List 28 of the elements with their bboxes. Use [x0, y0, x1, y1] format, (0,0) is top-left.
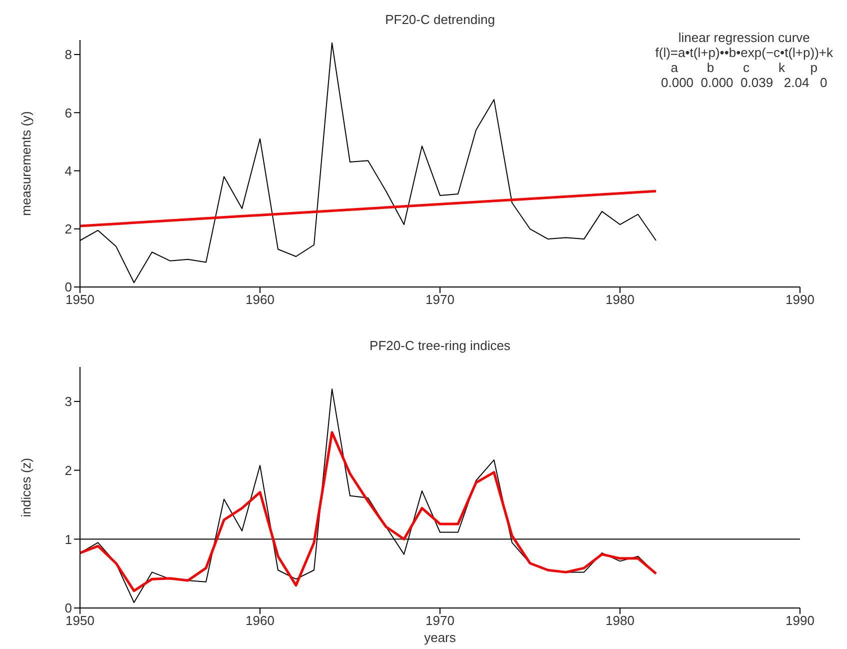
x-tick-label: 1970 — [426, 292, 454, 308]
x-tick-label: 1990 — [786, 613, 814, 628]
chart-title: PF20-C detrending — [384, 12, 496, 27]
x-tick-label: 1960 — [246, 292, 274, 308]
x-tick-label: 1950 — [66, 292, 94, 308]
x-tick-label: 1960 — [246, 613, 274, 628]
y-tick-label: 8 — [64, 47, 72, 62]
x-tick-label: 1950 — [66, 613, 94, 628]
y-tick-label: 4 — [64, 163, 72, 178]
y-tick-label: 2 — [64, 462, 72, 478]
annotation: linear regression curve — [677, 30, 811, 45]
y-axis-title: measurements (y) — [18, 111, 34, 216]
y-tick-label: 2 — [64, 221, 72, 236]
x-tick-label: 1990 — [786, 292, 814, 308]
annotation: f(l)=a•t(l+p)••b•exp(−c•t(l+p))+k — [655, 45, 833, 60]
annotation: a b c k p — [670, 60, 818, 75]
annotation: 0.000 0.000 0.039 2.04 0 — [660, 75, 828, 90]
x-tick-label: 1980 — [606, 292, 634, 308]
y-tick-label: 6 — [64, 105, 72, 120]
x-tick-label: 1980 — [606, 613, 634, 628]
chart-title: PF20-C tree-ring indices — [368, 338, 512, 353]
y-tick-label: 0 — [64, 600, 72, 616]
y-tick-label: 3 — [64, 394, 72, 410]
x-tick-label: 1970 — [426, 613, 454, 628]
y-tick-label: 0 — [64, 280, 72, 295]
y-axis-title: indices (z) — [18, 458, 34, 518]
y-tick-label: 1 — [64, 532, 72, 547]
x-axis-title: years — [424, 630, 456, 645]
